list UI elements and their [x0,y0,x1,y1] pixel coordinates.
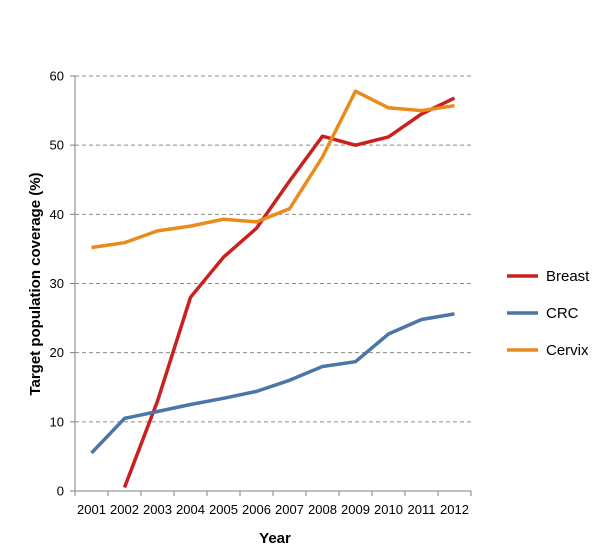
x-tick-label: 2004 [176,502,205,517]
series-lines [90,89,456,489]
x-tick-label: 2007 [275,502,304,517]
legend: Breast CRC Cervix [507,268,590,359]
x-tick-label: 2005 [209,502,238,517]
x-tick-label: 2010 [374,502,403,517]
x-tick-label: 2001 [77,502,106,517]
y-tick-label: 40 [50,207,64,222]
y-tick-labels: 0 10 20 30 40 50 60 [50,69,64,499]
legend-label-breast: Breast [546,268,590,285]
series-line-cervix [91,89,455,250]
axes [70,75,472,496]
x-tick-label: 2008 [308,502,337,517]
gridlines [75,75,471,423]
x-axis-title: Year [259,530,291,547]
x-tick-labels: 2001 2002 2003 2004 2005 2006 2007 2008 2009 2010… [77,502,469,517]
legend-label-crc: CRC [546,305,579,322]
y-tick-label: 20 [50,345,64,360]
x-tick-label: 2012 [440,502,469,517]
x-tick-label: 2009 [341,502,370,517]
series-line-breast [122,96,456,489]
y-tick-label: 50 [50,138,64,153]
y-axis-title: Target population coverage (%) [27,172,44,395]
legend-label-cervix: Cervix [546,342,589,359]
y-tick-label: 10 [50,414,64,429]
x-tick-label: 2003 [143,502,172,517]
x-tick-label: 2011 [408,502,436,517]
x-tick-label: 2006 [242,502,271,517]
y-tick-label: 0 [57,484,64,499]
y-tick-label: 30 [50,276,64,291]
y-tick-label: 60 [50,69,64,84]
series-line-crc [90,312,455,455]
x-tick-label: 2002 [110,502,139,517]
